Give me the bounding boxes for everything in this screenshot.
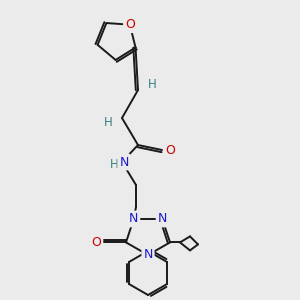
Text: O: O — [165, 143, 175, 157]
Text: O: O — [125, 18, 135, 31]
Text: H: H — [110, 158, 118, 170]
Text: H: H — [103, 116, 112, 128]
Text: O: O — [91, 236, 101, 249]
Text: N: N — [158, 212, 167, 226]
Text: N: N — [143, 248, 153, 262]
Text: N: N — [129, 212, 138, 226]
Text: N: N — [119, 155, 129, 169]
Text: H: H — [148, 79, 156, 92]
